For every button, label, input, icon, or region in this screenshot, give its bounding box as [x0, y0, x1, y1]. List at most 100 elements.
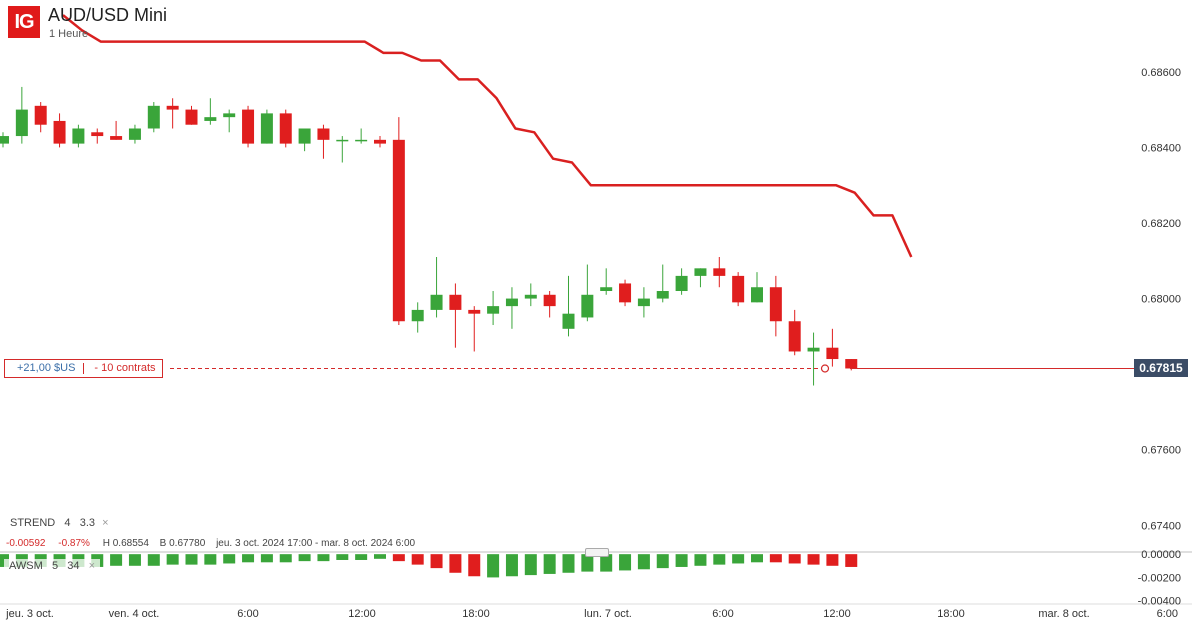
awsm-bar [675, 554, 688, 567]
time-tick-label: 6:00 [237, 608, 258, 620]
candlestick-series [0, 86, 858, 386]
candle-body [637, 298, 650, 307]
awsm-bar [392, 554, 405, 562]
candle [110, 120, 123, 140]
candle [204, 98, 217, 125]
candle-body [279, 113, 292, 144]
awsm-bar [147, 554, 160, 566]
candle-body [562, 313, 575, 329]
candle [147, 102, 160, 133]
awsm-bar [110, 554, 123, 566]
awsm-bar [845, 554, 858, 567]
change-value: -0.00592 [6, 538, 46, 549]
pane-resize-handle[interactable] [585, 548, 609, 557]
candle-body [732, 275, 745, 303]
awsm-bar [562, 554, 575, 573]
candle-body [751, 287, 763, 303]
time-tick-label: ven. 4 oct. [109, 608, 160, 620]
candle-body [581, 294, 594, 318]
candle-body [185, 109, 198, 125]
candle [637, 287, 650, 318]
candle-body [411, 309, 424, 322]
candle-body [53, 120, 66, 144]
candle [562, 275, 575, 337]
awsm-bar [374, 554, 386, 559]
candle-body [223, 113, 236, 118]
candle-body [392, 139, 405, 322]
high-value: H 0.68554 [102, 538, 149, 549]
instrument-title[interactable]: AUD/USD Mini [48, 5, 168, 25]
candle-body [242, 109, 255, 144]
candle-body [355, 139, 368, 142]
price-stats: -0.00592 -0.87% H 0.68554 B 0.67780 jeu.… [6, 538, 415, 549]
candle-body [0, 136, 9, 144]
awsm-bar [279, 554, 292, 563]
awsm-indicator-label[interactable]: AWSM 5 34 × [4, 559, 101, 573]
candle [298, 128, 311, 152]
price-tick-label: 0.68400 [1141, 142, 1181, 154]
candle [468, 306, 481, 352]
candle-body [524, 294, 537, 299]
awsm-bar [223, 554, 236, 564]
awsm-param-1: 5 [51, 560, 59, 572]
interval-label[interactable]: 1 Heure [49, 28, 89, 40]
ig-logo: IG [8, 6, 40, 38]
time-tick-label: mar. 8 oct. [1038, 608, 1089, 620]
candle [430, 256, 443, 318]
supertrend-path [62, 14, 913, 258]
position-marker [820, 364, 830, 373]
candle-body [336, 139, 349, 142]
awsm-bar [713, 554, 726, 565]
candle-body [788, 321, 801, 352]
strend-param-1: 4 [64, 517, 71, 529]
awsm-bar [468, 554, 481, 577]
candle-body [374, 139, 386, 144]
position-box[interactable]: +21,00 $US - 10 contrats [4, 359, 163, 379]
candle [185, 105, 198, 125]
awsm-bar [826, 554, 839, 566]
awsm-param-2: 34 [67, 560, 80, 572]
candle-body [128, 128, 141, 140]
strend-indicator-label[interactable]: STREND 4 3.3 × [10, 517, 109, 529]
candle-body [34, 105, 47, 125]
awsm-bar [581, 554, 594, 572]
candle [619, 279, 632, 307]
position-pl: +21,00 $US [5, 363, 85, 375]
candle [807, 332, 820, 386]
candle [15, 86, 28, 144]
candle-body [430, 294, 443, 310]
strend-param-2: 3.3 [79, 517, 95, 529]
strend-close-icon[interactable]: × [102, 517, 109, 529]
candle [34, 102, 47, 133]
awsm-close-icon[interactable]: × [88, 560, 96, 572]
candle-body [694, 268, 707, 276]
candle [543, 291, 556, 318]
candle [505, 287, 518, 329]
candle-body [15, 109, 28, 137]
awsm-bar [807, 554, 820, 565]
low-value: B 0.67780 [159, 538, 206, 549]
candle [53, 113, 66, 148]
candle [128, 124, 141, 144]
strend-name: STREND [10, 517, 56, 529]
candle [91, 128, 104, 144]
candle-body [826, 347, 839, 360]
time-tick-label: jeu. 3 oct. [5, 608, 54, 620]
candle [317, 124, 330, 159]
awsm-bar [543, 554, 556, 574]
candle-body [845, 359, 858, 369]
candle [769, 275, 782, 337]
awsm-tick-label: -0.00200 [1138, 572, 1181, 584]
awsm-bar [656, 554, 669, 569]
candle [336, 136, 349, 163]
awsm-bar [411, 554, 424, 565]
awsm-bar [487, 554, 500, 578]
awsm-bar [769, 554, 782, 563]
awsm-bar [637, 554, 650, 570]
candle [411, 302, 424, 333]
candle [0, 132, 9, 148]
awsm-bar [185, 554, 198, 565]
candle-body [110, 136, 123, 140]
candle [524, 283, 537, 307]
